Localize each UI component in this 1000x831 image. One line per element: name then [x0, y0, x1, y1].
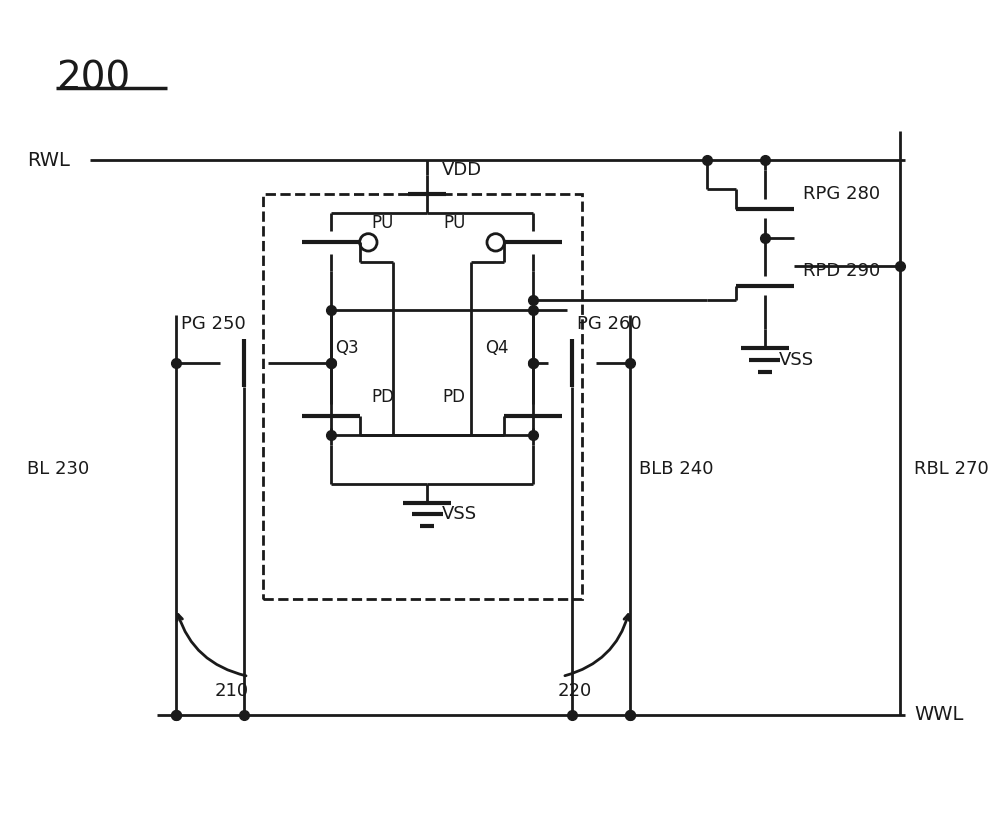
Text: VSS: VSS: [779, 351, 814, 369]
Text: Q4: Q4: [485, 340, 509, 357]
Text: PD: PD: [443, 388, 466, 406]
Text: PG 250: PG 250: [181, 315, 246, 333]
Text: VSS: VSS: [442, 505, 477, 524]
Text: WWL: WWL: [914, 706, 964, 725]
Text: 210: 210: [215, 682, 249, 700]
Text: PU: PU: [443, 214, 466, 232]
Text: BLB 240: BLB 240: [639, 460, 714, 478]
Text: RBL 270: RBL 270: [914, 460, 989, 478]
Text: RWL: RWL: [27, 151, 70, 170]
Text: PU: PU: [371, 214, 394, 232]
Text: RPD 290: RPD 290: [803, 263, 881, 280]
Text: BL 230: BL 230: [27, 460, 89, 478]
Text: PD: PD: [371, 388, 394, 406]
Text: Q3: Q3: [336, 340, 359, 357]
Bar: [263, 194, 582, 599]
Text: 220: 220: [557, 682, 592, 700]
Text: PG 260: PG 260: [577, 315, 641, 333]
Text: 200: 200: [56, 59, 130, 97]
Text: VDD: VDD: [442, 161, 482, 179]
Text: RPG 280: RPG 280: [803, 185, 880, 203]
